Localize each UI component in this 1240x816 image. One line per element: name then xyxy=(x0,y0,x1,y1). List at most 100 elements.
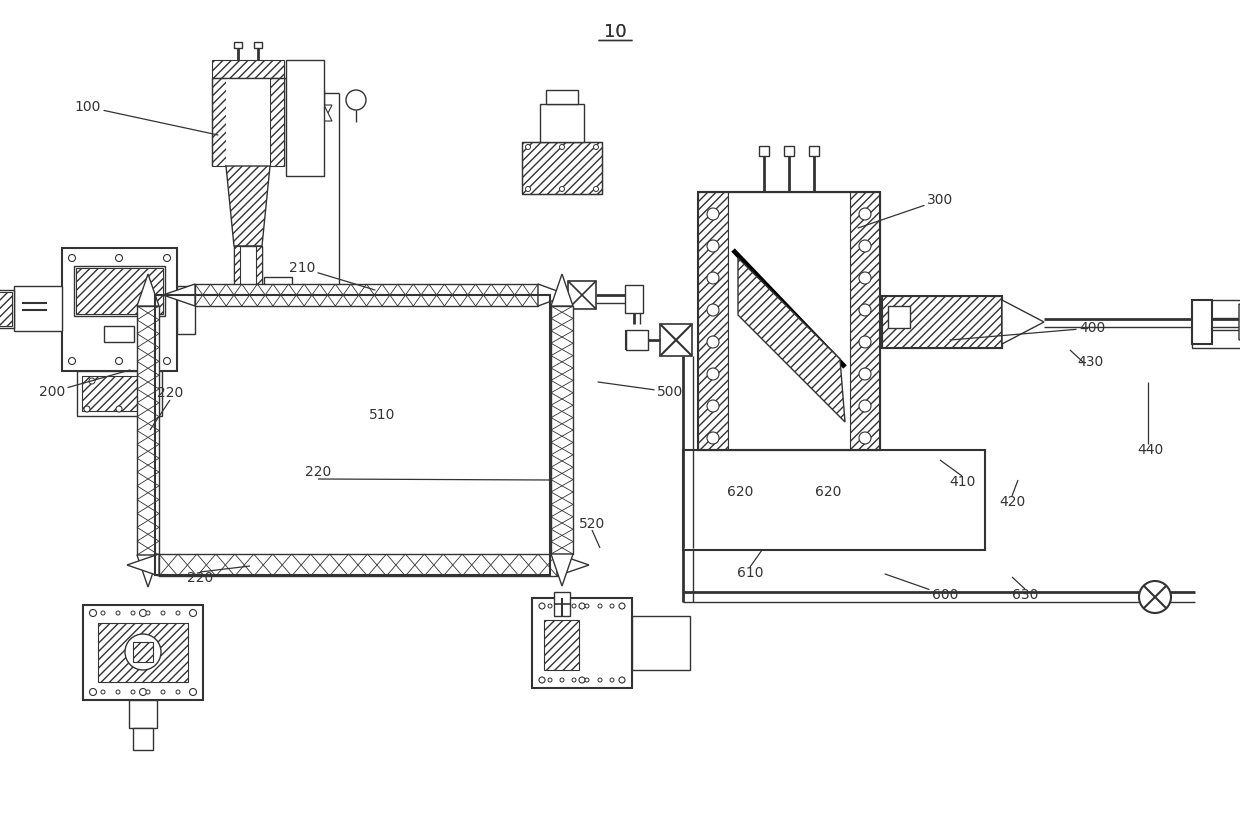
Text: 220: 220 xyxy=(305,465,331,479)
Circle shape xyxy=(139,610,146,617)
Bar xyxy=(849,192,880,450)
Bar xyxy=(546,90,578,104)
Circle shape xyxy=(149,406,155,412)
Circle shape xyxy=(572,604,577,608)
Bar xyxy=(286,60,324,176)
Circle shape xyxy=(100,611,105,615)
Bar xyxy=(159,554,557,576)
Bar xyxy=(76,268,162,314)
Circle shape xyxy=(161,611,165,615)
Text: 520: 520 xyxy=(579,517,605,531)
Circle shape xyxy=(572,678,577,682)
Bar xyxy=(155,295,551,575)
Circle shape xyxy=(164,357,171,365)
Circle shape xyxy=(139,689,146,695)
Circle shape xyxy=(115,357,123,365)
Text: 620: 620 xyxy=(815,485,841,499)
Bar xyxy=(195,284,538,306)
Bar xyxy=(14,286,62,331)
Text: 300: 300 xyxy=(858,193,954,228)
Bar xyxy=(625,285,644,313)
Bar xyxy=(234,42,242,48)
Circle shape xyxy=(707,208,719,220)
Bar xyxy=(544,620,579,670)
Text: 420: 420 xyxy=(999,495,1025,509)
Bar xyxy=(522,142,601,194)
Circle shape xyxy=(859,336,870,348)
Bar xyxy=(104,326,134,342)
Circle shape xyxy=(1140,581,1171,613)
Text: 220: 220 xyxy=(187,571,213,585)
Text: 600: 600 xyxy=(885,574,959,602)
Circle shape xyxy=(560,604,564,608)
Bar xyxy=(177,286,195,334)
Circle shape xyxy=(859,368,870,380)
Bar xyxy=(1192,330,1240,348)
Bar xyxy=(82,376,157,411)
Circle shape xyxy=(190,610,196,617)
Polygon shape xyxy=(557,554,589,576)
Text: 610: 610 xyxy=(737,566,764,580)
Circle shape xyxy=(176,611,180,615)
Text: 410: 410 xyxy=(949,475,975,489)
Circle shape xyxy=(548,604,552,608)
Bar xyxy=(1192,300,1240,318)
Bar xyxy=(270,78,284,166)
Circle shape xyxy=(176,690,180,694)
Circle shape xyxy=(117,406,122,412)
Circle shape xyxy=(859,272,870,284)
Polygon shape xyxy=(538,284,568,306)
Polygon shape xyxy=(316,105,332,121)
Text: 200: 200 xyxy=(38,370,130,399)
Bar xyxy=(229,287,267,303)
Polygon shape xyxy=(126,554,159,576)
Bar xyxy=(74,266,165,316)
Circle shape xyxy=(84,406,91,412)
Text: 100: 100 xyxy=(74,100,218,135)
Bar xyxy=(98,623,188,682)
Bar xyxy=(212,78,226,166)
Bar xyxy=(133,642,153,662)
Circle shape xyxy=(619,603,625,609)
Text: 620: 620 xyxy=(727,485,753,499)
Circle shape xyxy=(859,240,870,252)
Circle shape xyxy=(346,90,366,110)
Circle shape xyxy=(100,690,105,694)
Bar xyxy=(0,290,14,328)
Text: 500: 500 xyxy=(598,382,683,399)
Text: 10: 10 xyxy=(604,23,626,41)
Bar xyxy=(136,306,159,555)
Circle shape xyxy=(859,208,870,220)
Bar xyxy=(0,292,12,326)
Bar xyxy=(226,78,270,166)
Circle shape xyxy=(859,432,870,444)
Circle shape xyxy=(585,604,589,608)
Polygon shape xyxy=(162,284,195,306)
Bar xyxy=(759,146,769,156)
Bar xyxy=(660,324,692,356)
Circle shape xyxy=(131,611,135,615)
Bar xyxy=(698,192,880,450)
Polygon shape xyxy=(136,274,159,306)
Bar xyxy=(888,306,910,328)
Circle shape xyxy=(526,144,531,149)
Circle shape xyxy=(548,678,552,682)
Circle shape xyxy=(115,255,123,261)
Bar xyxy=(882,296,1002,348)
Bar xyxy=(83,605,203,700)
Circle shape xyxy=(117,690,120,694)
Circle shape xyxy=(190,689,196,695)
Circle shape xyxy=(89,689,97,695)
Bar xyxy=(62,248,177,371)
Text: 220: 220 xyxy=(157,386,184,400)
Bar xyxy=(234,246,241,295)
Circle shape xyxy=(559,187,564,192)
Circle shape xyxy=(610,604,614,608)
Bar xyxy=(254,42,262,48)
Circle shape xyxy=(707,336,719,348)
Circle shape xyxy=(89,610,97,617)
Text: 510: 510 xyxy=(368,408,396,422)
Circle shape xyxy=(707,304,719,316)
Circle shape xyxy=(707,240,719,252)
Text: 630: 630 xyxy=(1012,588,1038,602)
